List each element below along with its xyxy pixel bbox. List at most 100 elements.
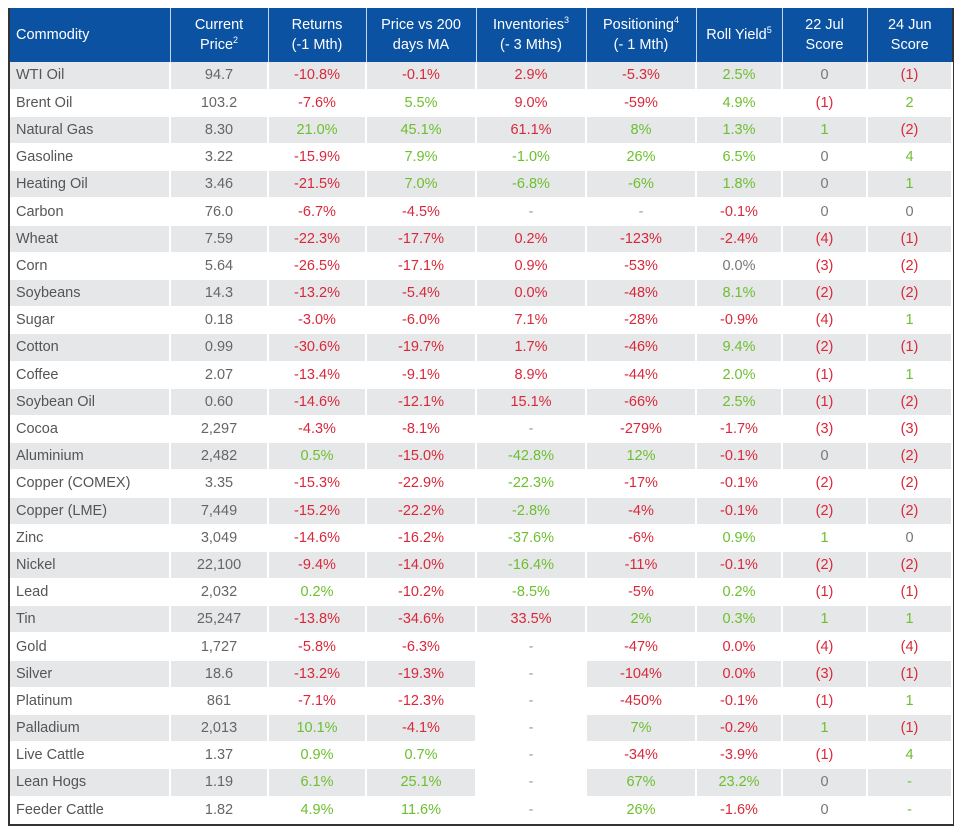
commodity-name-cell: Gasoline xyxy=(10,143,171,171)
roll-yield-cell: 0.3% xyxy=(696,605,783,633)
table-row: Sugar 0.18 -3.0% -6.0% 7.1% -28% -0.9% (4) 1 xyxy=(10,306,953,334)
current-price-cell: 2.07 xyxy=(170,361,269,389)
positioning-1m-cell: -123% xyxy=(586,225,697,253)
score-22-jul-cell: (1) xyxy=(782,388,868,416)
positioning-1m-cell: 7% xyxy=(586,714,697,742)
table-row: Carbon 76.0 -6.7% -4.5% - - -0.1% 0 0 xyxy=(10,197,953,226)
commodity-name-cell: Wheat xyxy=(10,225,171,253)
footnote-marker: 5 xyxy=(766,25,772,36)
current-price-cell: 76.0 xyxy=(170,197,269,226)
commodity-name-cell: Brent Oil xyxy=(10,89,171,117)
returns-1m-cell: -13.2% xyxy=(268,279,367,307)
current-price-cell: 7,449 xyxy=(170,497,269,525)
commodity-name-cell: WTI Oil xyxy=(10,62,171,90)
returns-1m-cell: -5.8% xyxy=(268,632,367,661)
header-commodity: Commodity xyxy=(10,8,171,62)
score-24-jun-cell: (4) xyxy=(867,632,953,661)
positioning-1m-cell: -11% xyxy=(586,551,697,579)
commodity-name-cell: Platinum xyxy=(10,687,171,715)
table-row: Tin 25,247 -13.8% -34.6% 33.5% 2% 0.3% 1 1 xyxy=(10,605,953,633)
returns-1m-cell: -7.1% xyxy=(268,687,367,715)
current-price-cell: 103.2 xyxy=(170,89,269,117)
roll-yield-cell: 9.4% xyxy=(696,333,783,362)
score-24-jun-cell: - xyxy=(867,768,953,797)
score-24-jun-cell: (2) xyxy=(867,252,953,280)
inventories-3m-cell: - xyxy=(476,741,587,769)
current-price-cell: 861 xyxy=(170,687,269,715)
inventories-3m-cell: - xyxy=(476,714,587,742)
table-row: Nickel 22,100 -9.4% -14.0% -16.4% -11% -0.1% (2… xyxy=(10,551,953,579)
roll-yield-cell: -0.1% xyxy=(696,551,783,579)
roll-yield-cell: 0.9% xyxy=(696,524,783,552)
commodity-name-cell: Soybean Oil xyxy=(10,388,171,416)
inventories-3m-cell: 1.7% xyxy=(476,333,587,362)
price-vs-200ma-cell: 5.5% xyxy=(366,89,477,117)
score-22-jul-cell: 1 xyxy=(782,605,868,633)
score-24-jun-cell: (2) xyxy=(867,388,953,416)
returns-1m-cell: -7.6% xyxy=(268,89,367,117)
commodity-name-cell: Tin xyxy=(10,605,171,633)
current-price-cell: 2,482 xyxy=(170,442,269,470)
positioning-1m-cell: 2% xyxy=(586,605,697,633)
table-row: Brent Oil 103.2 -7.6% 5.5% 9.0% -59% 4.9% (1) 2 xyxy=(10,89,953,117)
score-24-jun-cell: (1) xyxy=(867,714,953,742)
inventories-3m-cell: -2.8% xyxy=(476,497,587,525)
inventories-3m-cell: 0.0% xyxy=(476,279,587,307)
returns-1m-cell: -21.5% xyxy=(268,170,367,198)
roll-yield-cell: -0.9% xyxy=(696,306,783,334)
positioning-1m-cell: 8% xyxy=(586,116,697,144)
price-vs-200ma-cell: 45.1% xyxy=(366,116,477,144)
score-22-jul-cell: 1 xyxy=(782,524,868,552)
current-price-cell: 0.60 xyxy=(170,388,269,416)
positioning-1m-cell: -6% xyxy=(586,524,697,552)
roll-yield-cell: 2.5% xyxy=(696,62,783,90)
score-22-jul-cell: (4) xyxy=(782,306,868,334)
inventories-3m-cell: 8.9% xyxy=(476,361,587,389)
inventories-3m-cell: -22.3% xyxy=(476,469,587,497)
commodity-name-cell: Lead xyxy=(10,578,171,606)
table-row: WTI Oil 94.7 -10.8% -0.1% 2.9% -5.3% 2.5% 0 (1) xyxy=(10,62,953,90)
header-inventories-line2: (- 3 Mths) xyxy=(499,37,563,53)
table-row: Zinc 3,049 -14.6% -16.2% -37.6% -6% 0.9% 1 0 xyxy=(10,524,953,552)
score-22-jul-cell: 1 xyxy=(782,116,868,144)
returns-1m-cell: 0.5% xyxy=(268,442,367,470)
commodity-name-cell: Sugar xyxy=(10,306,171,334)
header-22jul-score-line2: Score xyxy=(805,37,844,53)
commodity-name-cell: Zinc xyxy=(10,524,171,552)
commodity-name-cell: Copper (COMEX) xyxy=(10,469,171,497)
price-vs-200ma-cell: -16.2% xyxy=(366,524,477,552)
returns-1m-cell: -22.3% xyxy=(268,225,367,253)
table-row: Silver 18.6 -13.2% -19.3% - -104% 0.0% (3) (1) xyxy=(10,660,953,688)
current-price-cell: 94.7 xyxy=(170,62,269,90)
price-vs-200ma-cell: -22.2% xyxy=(366,497,477,525)
price-vs-200ma-cell: -6.0% xyxy=(366,306,477,334)
commodity-name-cell: Palladium xyxy=(10,714,171,742)
score-22-jul-cell: 0 xyxy=(782,197,868,226)
positioning-1m-cell: 12% xyxy=(586,442,697,470)
positioning-1m-cell: -5% xyxy=(586,578,697,606)
returns-1m-cell: -6.7% xyxy=(268,197,367,226)
header-price-vs-200ma: Price vs 200 days MA xyxy=(366,8,477,62)
current-price-cell: 2,297 xyxy=(170,415,269,443)
commodity-name-cell: Heating Oil xyxy=(10,170,171,198)
inventories-3m-cell: - xyxy=(476,415,587,443)
score-24-jun-cell: 0 xyxy=(867,197,953,226)
header-returns-line1: Returns xyxy=(291,17,343,33)
score-24-jun-cell: (1) xyxy=(867,333,953,362)
score-24-jun-cell: (1) xyxy=(867,578,953,606)
price-vs-200ma-cell: -14.0% xyxy=(366,551,477,579)
positioning-1m-cell: -5.3% xyxy=(586,62,697,90)
returns-1m-cell: -14.6% xyxy=(268,524,367,552)
returns-1m-cell: -13.4% xyxy=(268,361,367,389)
table-row: Soybeans 14.3 -13.2% -5.4% 0.0% -48% 8.1% (2) (2… xyxy=(10,279,953,307)
header-price-vs-200ma-line1: Price vs 200 xyxy=(381,17,461,33)
roll-yield-cell: -0.1% xyxy=(696,442,783,470)
positioning-1m-cell: 26% xyxy=(586,796,697,824)
current-price-cell: 8.30 xyxy=(170,116,269,144)
current-price-cell: 3.22 xyxy=(170,143,269,171)
current-price-cell: 1,727 xyxy=(170,632,269,661)
commodity-name-cell: Cotton xyxy=(10,333,171,362)
price-vs-200ma-cell: -9.1% xyxy=(366,361,477,389)
score-24-jun-cell: 2 xyxy=(867,89,953,117)
score-24-jun-cell: 1 xyxy=(867,605,953,633)
